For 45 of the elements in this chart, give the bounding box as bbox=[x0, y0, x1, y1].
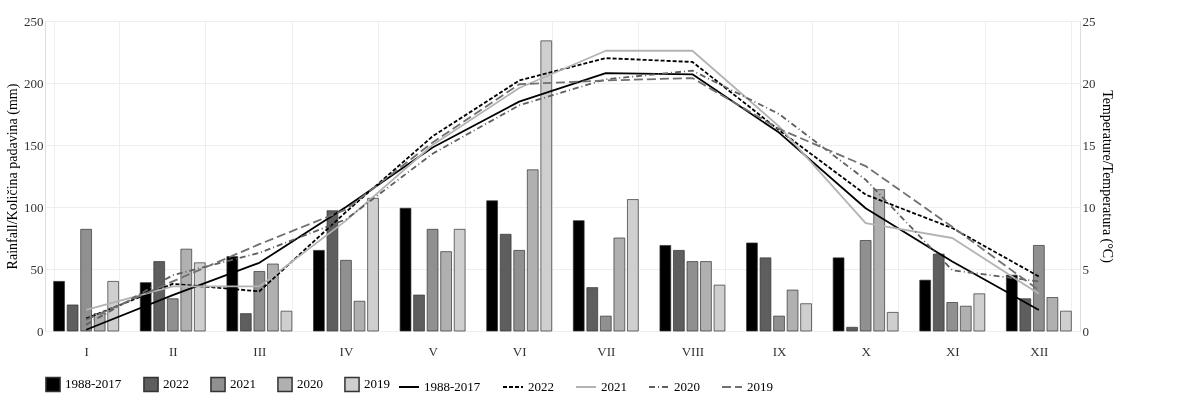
legend-label: 2022 bbox=[163, 376, 189, 392]
bar bbox=[194, 262, 206, 332]
y2-tick-label: 10 bbox=[1082, 199, 1096, 215]
bar bbox=[627, 199, 639, 332]
y-tick-label: 200 bbox=[24, 75, 44, 91]
y-tick-label: 250 bbox=[24, 13, 44, 29]
legend-label: 1988-2017 bbox=[65, 376, 122, 392]
legend-label: 2021 bbox=[230, 376, 256, 392]
bar bbox=[886, 312, 899, 332]
x-tick-label: IX bbox=[772, 343, 787, 359]
y-tick-label: 0 bbox=[37, 323, 44, 339]
y2-tick-label: 20 bbox=[1082, 75, 1096, 91]
y-axis-title: Rainfall/Količina padavina (mm) bbox=[5, 83, 21, 270]
legend-label: 2020 bbox=[297, 376, 323, 392]
y2-tick-label: 25 bbox=[1082, 13, 1096, 29]
legend-label: 1988-2017 bbox=[424, 379, 481, 394]
bar bbox=[1060, 310, 1072, 332]
y-tick-label: 50 bbox=[30, 261, 44, 277]
bar bbox=[486, 200, 498, 332]
y-tick-label: 150 bbox=[24, 137, 44, 153]
legend-label: 2022 bbox=[528, 379, 554, 394]
legend-label: 2019 bbox=[747, 379, 773, 394]
x-tick-label: XI bbox=[945, 343, 960, 359]
x-tick-label: IV bbox=[339, 343, 354, 359]
y2-axis-title: Temperature/Temperatura (°C) bbox=[1098, 90, 1115, 264]
y2-tick-label: 5 bbox=[1082, 261, 1089, 277]
bar bbox=[919, 279, 931, 332]
x-tick-label: I bbox=[84, 343, 89, 359]
x-tick-label: V bbox=[428, 343, 439, 359]
legend-label: 2020 bbox=[674, 379, 700, 394]
x-tick-label: VII bbox=[597, 343, 616, 359]
legend-label: 2019 bbox=[364, 376, 390, 392]
x-tick-label: II bbox=[168, 343, 178, 359]
y-tick-label: 100 bbox=[24, 199, 44, 215]
y2-tick-label: 15 bbox=[1082, 137, 1096, 153]
bar bbox=[453, 228, 466, 332]
x-tick-label: XII bbox=[1030, 343, 1049, 359]
bar bbox=[53, 281, 65, 332]
legend-label: 2021 bbox=[601, 379, 627, 394]
x-tick-label: X bbox=[861, 343, 872, 359]
x-tick-label: III bbox=[253, 343, 267, 359]
x-tick-label: VIII bbox=[681, 343, 705, 359]
y2-tick-label: 0 bbox=[1082, 323, 1089, 339]
x-tick-label: VI bbox=[512, 343, 527, 359]
bar bbox=[659, 245, 672, 332]
